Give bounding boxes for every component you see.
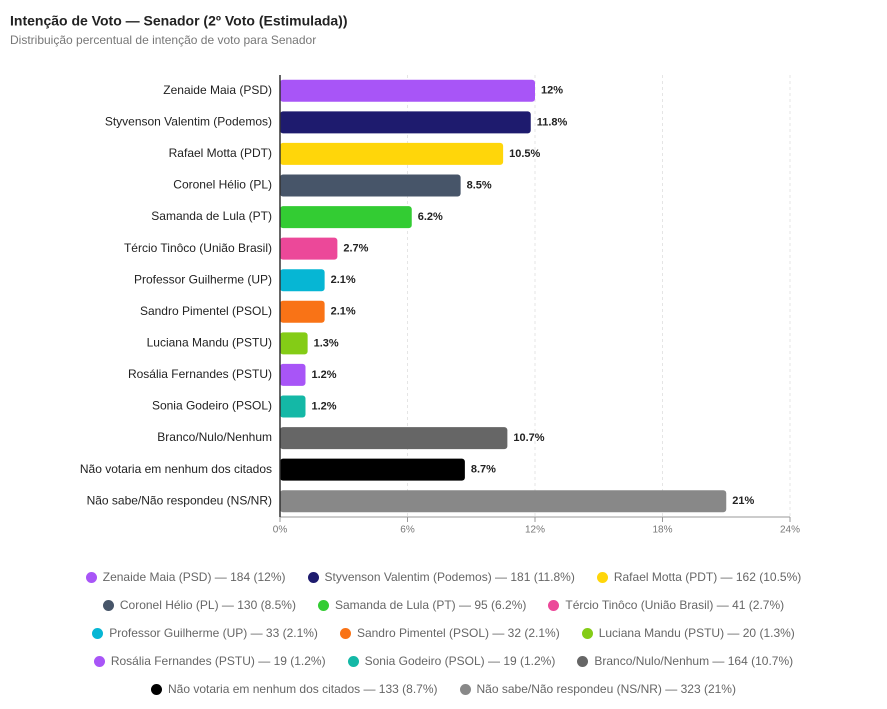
x-tick-label: 0% <box>273 525 288 536</box>
legend-label: Professor Guilherme (UP) — 33 (2.1%) <box>109 626 318 640</box>
bar <box>280 458 465 481</box>
y-tick-label: Professor Guilherme (UP) <box>134 272 272 286</box>
y-tick-label: Coronel Hélio (PL) <box>173 178 272 192</box>
bar <box>280 332 308 355</box>
legend-label: Sonia Godeiro (PSOL) — 19 (1.2%) <box>364 654 556 668</box>
legend-swatch <box>307 571 319 583</box>
legend-swatch <box>339 627 351 639</box>
y-tick-label: Samanda de Lula (PT) <box>151 209 272 223</box>
bar <box>280 174 461 197</box>
value-label: 10.7% <box>513 432 544 444</box>
legend-label: Rafael Motta (PDT) — 162 (10.5%) <box>613 570 802 584</box>
legend-swatch <box>548 599 560 611</box>
legend-item[interactable]: Rosália Fernandes (PSTU) — 19 (1.2%) <box>93 654 326 668</box>
x-tick-label: 6% <box>400 525 415 536</box>
legend-swatch <box>92 627 104 639</box>
legend-item[interactable]: Samanda de Lula (PT) — 95 (6.2%) <box>317 598 527 612</box>
y-tick-label: Luciana Mandu (PSTU) <box>147 336 272 350</box>
x-tick-label: 12% <box>525 525 545 536</box>
bar <box>280 395 306 418</box>
legend-item[interactable]: Styvenson Valentim (Podemos) — 181 (11.8… <box>307 570 575 584</box>
legend-swatch <box>347 655 359 667</box>
legend-row: Professor Guilherme (UP) — 33 (2.1%) Sand… <box>0 619 887 647</box>
legend-swatch <box>317 599 329 611</box>
x-tick-label: 24% <box>780 525 800 536</box>
y-tick-label: Styvenson Valentim (Podemos) <box>105 115 272 129</box>
legend-row: Zenaide Maia (PSD) — 184 (12%) Styvenson … <box>0 563 887 591</box>
y-tick-label: Zenaide Maia (PSD) <box>163 83 272 97</box>
y-tick-label: Não sabe/Não respondeu (NS/NR) <box>87 493 272 507</box>
legend-item[interactable]: Não votaria em nenhum dos citados — 133 … <box>151 682 438 696</box>
bar <box>280 237 338 260</box>
value-label: 21% <box>732 495 754 507</box>
legend-swatch <box>93 655 105 667</box>
legend-label: Tércio Tinôco (União Brasil) — 41 (2.7%) <box>565 598 785 612</box>
value-label: 2.1% <box>331 306 356 318</box>
chart-subtitle: Distribuição percentual de intenção de v… <box>10 33 316 47</box>
legend-label: Rosália Fernandes (PSTU) — 19 (1.2%) <box>110 654 326 668</box>
legend-label: Não votaria em nenhum dos citados — 133 … <box>168 682 438 696</box>
legend-label: Samanda de Lula (PT) — 95 (6.2%) <box>334 598 527 612</box>
bar <box>280 363 306 386</box>
legend-item[interactable]: Tércio Tinôco (União Brasil) — 41 (2.7%) <box>548 598 784 612</box>
chart-title: Intenção de Voto — Senador (2º Voto (Est… <box>10 13 348 29</box>
legend-label: Coronel Hélio (PL) — 130 (8.5%) <box>119 598 296 612</box>
y-tick-label: Branco/Nulo/Nenhum <box>157 430 272 444</box>
value-label: 2.7% <box>343 243 368 255</box>
value-label: 1.2% <box>312 400 337 412</box>
chart: Intenção de Voto — Senador (2º Voto (Est… <box>10 13 800 536</box>
legend-item[interactable]: Sandro Pimentel (PSOL) — 32 (2.1%) <box>339 626 560 640</box>
y-tick-label: Sonia Godeiro (PSOL) <box>152 399 272 413</box>
legend-swatch <box>459 683 471 695</box>
legend-label: Zenaide Maia (PSD) — 184 (12%) <box>102 570 286 584</box>
legend-label: Sandro Pimentel (PSOL) — 32 (2.1%) <box>356 626 560 640</box>
value-label: 11.8% <box>537 116 568 128</box>
legend-label: Não sabe/Não respondeu (NS/NR) — 323 (21… <box>476 682 736 696</box>
legend-item[interactable]: Zenaide Maia (PSD) — 184 (12%) <box>85 570 286 584</box>
bar <box>280 427 508 450</box>
y-tick-label: Rosália Fernandes (PSTU) <box>128 367 272 381</box>
bar <box>280 300 325 323</box>
value-label: 1.3% <box>314 337 339 349</box>
legend-item[interactable]: Rafael Motta (PDT) — 162 (10.5%) <box>596 570 802 584</box>
legend-label: Luciana Mandu (PSTU) — 20 (1.3%) <box>598 626 795 640</box>
legend-swatch <box>581 627 593 639</box>
legend-swatch <box>85 571 97 583</box>
value-label: 1.2% <box>312 369 337 381</box>
value-label: 2.1% <box>331 274 356 286</box>
value-label: 8.7% <box>471 464 496 476</box>
legend-item[interactable]: Professor Guilherme (UP) — 33 (2.1%) <box>92 626 318 640</box>
bar <box>280 142 504 165</box>
legend-row: Rosália Fernandes (PSTU) — 19 (1.2%) Soni… <box>0 647 887 675</box>
y-tick-label: Sandro Pimentel (PSOL) <box>140 304 272 318</box>
legend-item[interactable]: Branco/Nulo/Nenhum — 164 (10.7%) <box>577 654 793 668</box>
legend-item[interactable]: Não sabe/Não respondeu (NS/NR) — 323 (21… <box>459 682 736 696</box>
bar <box>280 111 531 134</box>
bar <box>280 490 727 513</box>
legend-swatch <box>596 571 608 583</box>
legend-row: Coronel Hélio (PL) — 130 (8.5%) Samanda d… <box>0 591 887 619</box>
bar <box>280 79 535 102</box>
value-label: 6.2% <box>418 211 443 223</box>
legend-row: Não votaria em nenhum dos citados — 133 … <box>0 675 887 703</box>
value-label: 8.5% <box>467 179 492 191</box>
legend-label: Branco/Nulo/Nenhum — 164 (10.7%) <box>594 654 794 668</box>
legend-swatch <box>151 683 163 695</box>
bar <box>280 269 325 292</box>
legend-item[interactable]: Sonia Godeiro (PSOL) — 19 (1.2%) <box>347 654 556 668</box>
y-tick-label: Não votaria em nenhum dos citados <box>80 462 272 476</box>
x-tick-label: 18% <box>652 525 672 536</box>
legend-item[interactable]: Coronel Hélio (PL) — 130 (8.5%) <box>102 598 296 612</box>
value-label: 12% <box>541 85 563 97</box>
legend-item[interactable]: Luciana Mandu (PSTU) — 20 (1.3%) <box>581 626 795 640</box>
legend: Zenaide Maia (PSD) — 184 (12%) Styvenson … <box>0 563 887 703</box>
bar <box>280 206 412 229</box>
y-tick-label: Rafael Motta (PDT) <box>169 146 272 160</box>
legend-swatch <box>102 599 114 611</box>
y-tick-label: Tércio Tinôco (União Brasil) <box>124 241 272 255</box>
legend-label: Styvenson Valentim (Podemos) — 181 (11.8… <box>324 570 575 584</box>
legend-swatch <box>577 655 589 667</box>
value-label: 10.5% <box>509 148 540 160</box>
